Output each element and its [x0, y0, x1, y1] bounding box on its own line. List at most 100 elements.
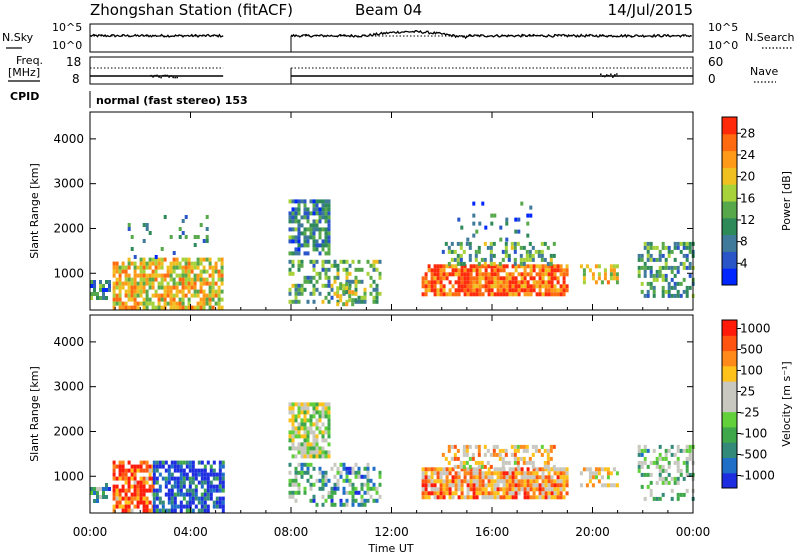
heatmap-cell	[118, 265, 122, 270]
heatmap-cell	[472, 292, 476, 297]
heatmap-cell	[471, 456, 475, 461]
heatmap-cell	[483, 444, 487, 449]
heatmap-cell	[489, 464, 493, 469]
heatmap-cell	[676, 492, 680, 497]
heatmap-cell	[214, 281, 218, 286]
heatmap-cell	[562, 292, 566, 297]
heatmap-cell	[513, 452, 517, 457]
heatmap-cell	[348, 478, 352, 483]
heatmap-cell	[541, 292, 545, 297]
heatmap-cell	[136, 504, 140, 509]
heatmap-cell	[309, 462, 313, 467]
heatmap-cell	[145, 488, 149, 493]
heatmap-cell	[209, 492, 213, 497]
heatmap-cell	[487, 491, 491, 496]
heatmap-cell	[433, 487, 437, 492]
heatmap-cell	[430, 268, 434, 273]
heatmap-cell	[463, 268, 467, 273]
heatmap-cell	[173, 496, 177, 501]
heatmap-cell	[442, 495, 446, 500]
heatmap-cell	[451, 268, 455, 273]
heatmap-cell	[327, 211, 331, 216]
heatmap-cell	[670, 293, 674, 298]
heatmap-cell	[532, 479, 536, 484]
colorbar-swatch	[722, 472, 737, 489]
heatmap-cell	[511, 471, 515, 476]
heatmap-cell	[442, 483, 446, 488]
heatmap-cell	[291, 299, 295, 304]
heatmap-cell	[321, 267, 325, 272]
heatmap-cell	[152, 496, 156, 501]
heatmap-cell	[118, 285, 122, 290]
heatmap-cell	[309, 486, 313, 491]
heatmap-cell	[193, 281, 197, 286]
heatmap-cell	[436, 475, 440, 480]
heatmap-cell	[139, 269, 143, 274]
heatmap-cell	[544, 467, 548, 472]
heatmap-cell	[324, 470, 328, 475]
heatmap-cell	[179, 504, 183, 509]
heatmap-cell	[529, 475, 533, 480]
heatmap-cell	[166, 265, 170, 270]
heatmap-cell	[481, 471, 485, 476]
heatmap-cell	[133, 297, 137, 302]
heatmap-cell	[640, 253, 644, 258]
heatmap-cell	[502, 276, 506, 281]
heatmap-cell	[345, 302, 349, 307]
heatmap-cell	[436, 272, 440, 277]
colorbar-frame	[721, 319, 738, 489]
heatmap-cell	[176, 484, 180, 489]
heatmap-cell	[208, 281, 212, 286]
heatmap-cell	[510, 245, 514, 250]
heatmap-cell	[178, 289, 182, 294]
heatmap-cell	[664, 245, 668, 250]
heatmap-cell	[93, 292, 96, 296]
heatmap-cell	[357, 474, 361, 479]
heatmap-cell	[661, 265, 665, 270]
heatmap-cell	[655, 269, 659, 274]
heatmap-cell	[124, 289, 128, 294]
heatmap-cell	[460, 467, 464, 472]
heatmap-cell	[517, 487, 521, 492]
heatmap-cell	[448, 288, 452, 293]
heatmap-cell	[312, 446, 316, 451]
heatmap-cell	[646, 241, 650, 246]
heatmap-cell	[487, 479, 491, 484]
heatmap-cell	[466, 237, 470, 242]
heatmap-cell	[158, 508, 162, 513]
heatmap-cell	[445, 479, 449, 484]
heatmap-cell	[541, 467, 545, 472]
heatmap-cell	[324, 235, 328, 240]
heatmap-cell	[673, 281, 677, 286]
heatmap-cell	[172, 285, 176, 290]
heatmap-cell	[339, 502, 343, 507]
heatmap-cell	[336, 275, 340, 280]
heatmap-cell	[139, 488, 143, 493]
heatmap-cell	[550, 280, 554, 285]
heatmap-cell	[550, 491, 554, 496]
heatmap-cell	[324, 402, 328, 407]
heatmap-cell	[466, 276, 470, 281]
heatmap-cell	[327, 203, 331, 208]
heatmap-cell	[492, 261, 496, 266]
heatmap-cell	[142, 504, 146, 509]
heatmap-cell	[640, 472, 644, 477]
heatmap-cell	[184, 261, 188, 266]
heatmap-cell	[217, 305, 221, 310]
heatmap-cell	[351, 486, 355, 491]
heatmap-cell	[655, 456, 659, 461]
heatmap-cell	[508, 284, 512, 289]
heatmap-cell	[291, 283, 295, 288]
colorbar-swatch	[722, 133, 737, 152]
heatmap-cell	[501, 448, 505, 453]
heatmap-cell	[550, 264, 554, 269]
heatmap-cell	[206, 488, 210, 493]
heatmap-cell	[182, 460, 186, 465]
heatmap-cell	[468, 257, 472, 262]
heatmap-cell	[155, 468, 159, 473]
heatmap-cell	[300, 263, 304, 268]
heatmap-cell	[175, 285, 179, 290]
heatmap-cell	[173, 480, 177, 485]
heatmap-cell	[475, 487, 479, 492]
heatmap-cell	[543, 241, 547, 246]
